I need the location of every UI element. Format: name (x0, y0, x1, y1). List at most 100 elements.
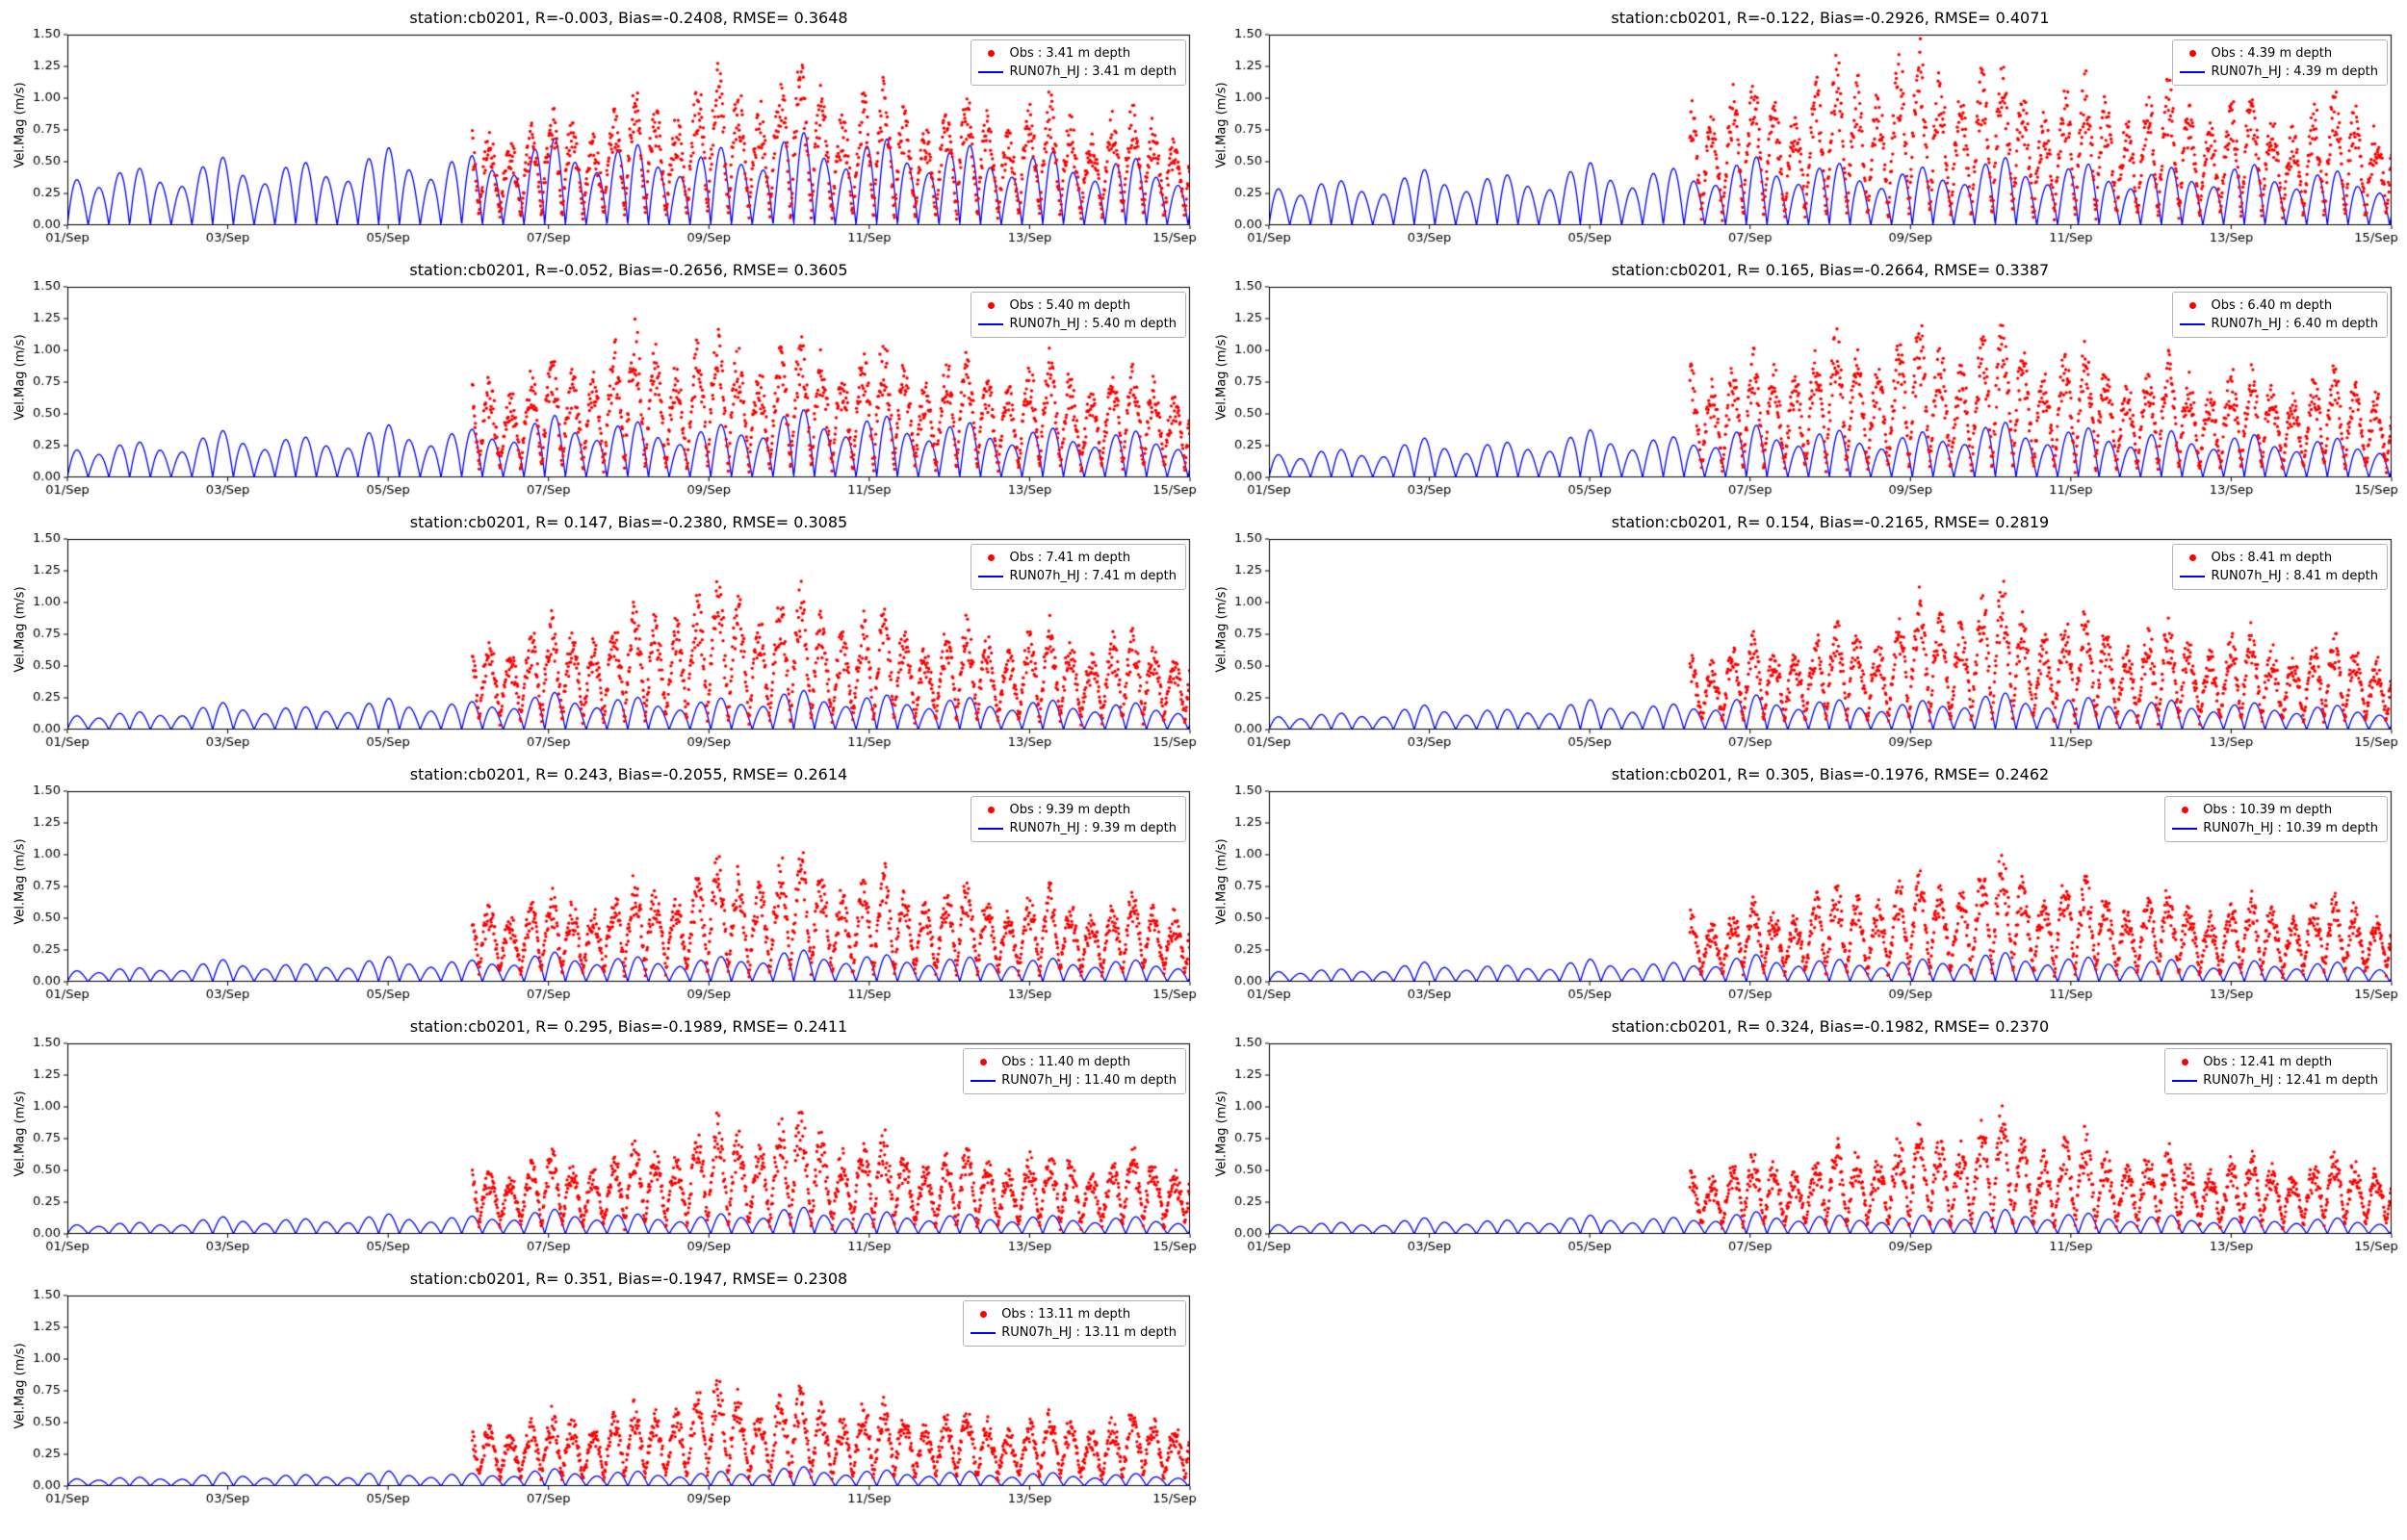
legend-model-label: RUN07h_HJ : 4.39 m depth (2211, 64, 2378, 79)
plot-title: station:cb0201, R=-0.003, Bias=-0.2408, … (409, 9, 848, 27)
plot-area: Vel.Mag (m/s) Obs : 7.41 m depth RUN07h_… (8, 533, 1198, 755)
legend-model-label: RUN07h_HJ : 7.41 m depth (1009, 569, 1177, 583)
legend-obs-label: Obs : 6.40 m depth (2211, 298, 2333, 313)
legend: Obs : 8.41 m depth RUN07h_HJ : 8.41 m de… (2172, 544, 2388, 590)
y-axis-label: Vel.Mag (m/s) (1214, 586, 1229, 673)
plot-title: station:cb0201, R= 0.165, Bias=-0.2664, … (1611, 261, 2050, 279)
legend-obs-label: Obs : 4.39 m depth (2211, 46, 2333, 61)
legend-model-label: RUN07h_HJ : 9.39 m depth (1009, 821, 1177, 835)
y-axis-label: Vel.Mag (m/s) (13, 1343, 28, 1429)
figure-grid: station:cb0201, R=-0.003, Bias=-0.2408, … (8, 8, 2399, 1511)
plot-title: station:cb0201, R=-0.052, Bias=-0.2656, … (409, 261, 848, 279)
legend-entry-obs: Obs : 5.40 m depth (976, 296, 1177, 315)
legend-model-label: RUN07h_HJ : 13.11 m depth (1001, 1325, 1177, 1340)
legend: Obs : 10.39 m depth RUN07h_HJ : 10.39 m … (2164, 796, 2388, 842)
legend-entry-obs: Obs : 9.39 m depth (976, 801, 1177, 819)
subplot-depth-4-39m: station:cb0201, R=-0.122, Bias=-0.2926, … (1209, 8, 2399, 250)
obs-dot-icon (2181, 807, 2188, 813)
legend: Obs : 6.40 m depth RUN07h_HJ : 6.40 m de… (2172, 292, 2388, 338)
obs-dot-icon (2188, 302, 2196, 309)
legend-model-label: RUN07h_HJ : 6.40 m depth (2211, 317, 2378, 331)
plot-title: station:cb0201, R= 0.154, Bias=-0.2165, … (1611, 513, 2050, 531)
legend-model-label: RUN07h_HJ : 8.41 m depth (2211, 569, 2378, 583)
legend-entry-model: RUN07h_HJ : 4.39 m depth (2178, 63, 2378, 81)
legend-model-label: RUN07h_HJ : 5.40 m depth (1009, 317, 1177, 331)
model-line-icon (2180, 322, 2206, 325)
legend-entry-model: RUN07h_HJ : 13.11 m depth (969, 1323, 1177, 1342)
legend-entry-obs: Obs : 7.41 m depth (976, 549, 1177, 567)
plot-title: station:cb0201, R= 0.147, Bias=-0.2380, … (409, 513, 848, 531)
subplot-depth-11-40m: station:cb0201, R= 0.295, Bias=-0.1989, … (8, 1016, 1198, 1259)
legend-entry-obs: Obs : 11.40 m depth (969, 1053, 1177, 1071)
model-line-icon (978, 322, 1004, 325)
model-line-icon (978, 70, 1004, 73)
legend-model-label: RUN07h_HJ : 10.39 m depth (2203, 821, 2378, 835)
subplot-depth-13-11m: station:cb0201, R= 0.351, Bias=-0.1947, … (8, 1269, 1198, 1511)
obs-dot-icon (987, 554, 995, 561)
subplot-depth-8-41m: station:cb0201, R= 0.154, Bias=-0.2165, … (1209, 512, 2399, 755)
obs-dot-icon (987, 50, 995, 57)
plot-area: Vel.Mag (m/s) Obs : 5.40 m depth RUN07h_… (8, 281, 1198, 502)
plot-title: station:cb0201, R= 0.295, Bias=-0.1989, … (409, 1017, 848, 1036)
model-line-icon (2172, 827, 2198, 830)
legend-model-label: RUN07h_HJ : 3.41 m depth (1009, 64, 1177, 79)
y-axis-label: Vel.Mag (m/s) (1214, 1091, 1229, 1177)
legend-obs-label: Obs : 9.39 m depth (1009, 803, 1131, 817)
obs-dot-icon (2188, 554, 2196, 561)
obs-dot-icon (987, 302, 995, 309)
plot-area: Vel.Mag (m/s) Obs : 4.39 m depth RUN07h_… (1209, 29, 2399, 250)
legend-entry-model: RUN07h_HJ : 9.39 m depth (976, 819, 1177, 837)
model-line-icon (978, 575, 1004, 578)
legend-entry-model: RUN07h_HJ : 5.40 m depth (976, 315, 1177, 333)
legend-entry-model: RUN07h_HJ : 8.41 m depth (2178, 567, 2378, 585)
legend: Obs : 7.41 m depth RUN07h_HJ : 7.41 m de… (971, 544, 1186, 590)
plot-area: Vel.Mag (m/s) Obs : 6.40 m depth RUN07h_… (1209, 281, 2399, 502)
plot-title: station:cb0201, R= 0.351, Bias=-0.1947, … (409, 1270, 848, 1288)
legend-entry-obs: Obs : 12.41 m depth (2170, 1053, 2378, 1071)
subplot-depth-9-39m: station:cb0201, R= 0.243, Bias=-0.2055, … (8, 764, 1198, 1007)
model-line-icon (2180, 575, 2206, 578)
plot-area: Vel.Mag (m/s) Obs : 12.41 m depth RUN07h… (1209, 1038, 2399, 1259)
legend-entry-model: RUN07h_HJ : 12.41 m depth (2170, 1071, 2378, 1090)
subplot-depth-12-41m: station:cb0201, R= 0.324, Bias=-0.1982, … (1209, 1016, 2399, 1259)
plot-area: Vel.Mag (m/s) Obs : 13.11 m depth RUN07h… (8, 1290, 1198, 1511)
y-axis-label: Vel.Mag (m/s) (13, 838, 28, 925)
legend-entry-model: RUN07h_HJ : 11.40 m depth (969, 1071, 1177, 1090)
y-axis-label: Vel.Mag (m/s) (13, 586, 28, 673)
legend-entry-obs: Obs : 3.41 m depth (976, 44, 1177, 63)
subplot-depth-7-41m: station:cb0201, R= 0.147, Bias=-0.2380, … (8, 512, 1198, 755)
plot-area: Vel.Mag (m/s) Obs : 10.39 m depth RUN07h… (1209, 785, 2399, 1007)
legend-entry-obs: Obs : 13.11 m depth (969, 1305, 1177, 1323)
legend-entry-obs: Obs : 4.39 m depth (2178, 44, 2378, 63)
legend-entry-model: RUN07h_HJ : 10.39 m depth (2170, 819, 2378, 837)
y-axis-label: Vel.Mag (m/s) (13, 82, 28, 168)
legend-entry-obs: Obs : 10.39 m depth (2170, 801, 2378, 819)
model-line-icon (2172, 1079, 2198, 1082)
model-line-icon (971, 1079, 996, 1082)
legend: Obs : 4.39 m depth RUN07h_HJ : 4.39 m de… (2172, 39, 2388, 86)
obs-dot-icon (2188, 50, 2196, 57)
model-line-icon (2180, 70, 2206, 73)
obs-dot-icon (979, 1059, 987, 1065)
legend: Obs : 13.11 m depth RUN07h_HJ : 13.11 m … (963, 1300, 1186, 1347)
obs-dot-icon (979, 1311, 987, 1318)
subplot-depth-10-39m: station:cb0201, R= 0.305, Bias=-0.1976, … (1209, 764, 2399, 1007)
model-line-icon (978, 827, 1004, 830)
legend-obs-label: Obs : 11.40 m depth (1001, 1055, 1131, 1069)
model-line-icon (971, 1331, 996, 1334)
plot-area: Vel.Mag (m/s) Obs : 8.41 m depth RUN07h_… (1209, 533, 2399, 755)
legend-entry-obs: Obs : 8.41 m depth (2178, 549, 2378, 567)
subplot-depth-6-40m: station:cb0201, R= 0.165, Bias=-0.2664, … (1209, 260, 2399, 502)
y-axis-label: Vel.Mag (m/s) (1214, 838, 1229, 925)
y-axis-label: Vel.Mag (m/s) (1214, 334, 1229, 421)
plot-area: Vel.Mag (m/s) Obs : 11.40 m depth RUN07h… (8, 1038, 1198, 1259)
legend-entry-obs: Obs : 6.40 m depth (2178, 296, 2378, 315)
y-axis-label: Vel.Mag (m/s) (13, 334, 28, 421)
legend-model-label: RUN07h_HJ : 12.41 m depth (2203, 1073, 2378, 1088)
legend: Obs : 3.41 m depth RUN07h_HJ : 3.41 m de… (971, 39, 1186, 86)
legend: Obs : 5.40 m depth RUN07h_HJ : 5.40 m de… (971, 292, 1186, 338)
legend-obs-label: Obs : 13.11 m depth (1001, 1307, 1131, 1322)
legend: Obs : 12.41 m depth RUN07h_HJ : 12.41 m … (2164, 1048, 2388, 1094)
legend-obs-label: Obs : 5.40 m depth (1009, 298, 1131, 313)
legend-entry-model: RUN07h_HJ : 3.41 m depth (976, 63, 1177, 81)
